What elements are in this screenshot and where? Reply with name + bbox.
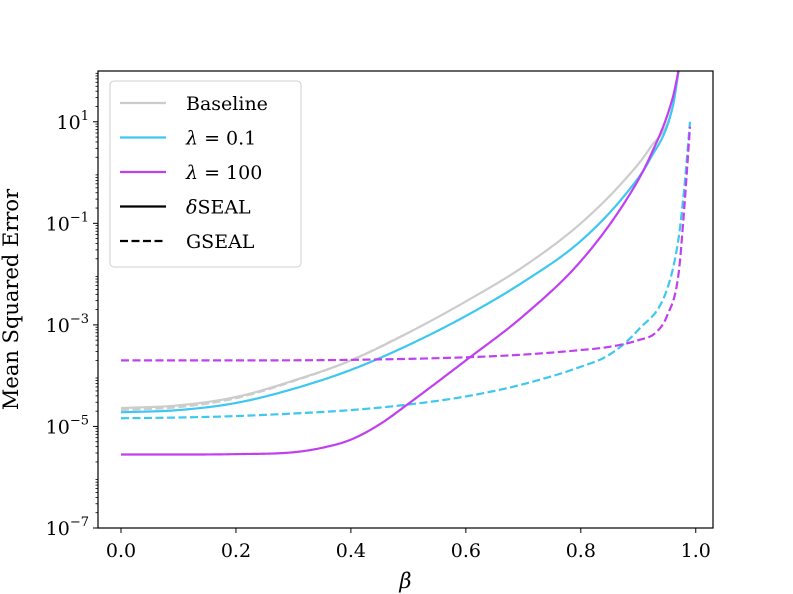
x-tick-label: 0.6 (451, 540, 481, 562)
x-tick-label: 0.8 (566, 540, 596, 562)
legend-label: λ = 0.1 (185, 128, 256, 150)
y-tick-label: 10−1 (46, 210, 89, 235)
y-tick-label: 101 (57, 109, 89, 134)
series-line-baseline-seal (120, 71, 680, 410)
legend-label: λ = 100 (185, 162, 262, 184)
series-line-lambda100-seal (120, 71, 680, 456)
legend-label: GSEAL (186, 231, 255, 253)
y-tick-label: 10−5 (46, 413, 89, 438)
ticks-layer: 0.0 0.2 0.4 0.6 0.8 1.0 10−7 10−5 10−3 10−1 101 (46, 72, 711, 562)
x-tick-label: 0.0 (106, 540, 136, 562)
x-tick-label: 1.0 (681, 540, 711, 562)
series-line-baseline-gseal (120, 331, 409, 412)
x-tick-label: 0.2 (221, 540, 251, 562)
y-tick-label: 10−7 (46, 515, 89, 540)
y-tick-label: 10−3 (46, 312, 89, 337)
legend: Baseline λ = 0.1 λ = 100 δSEAL GSEAL (109, 80, 302, 268)
legend-box (109, 80, 302, 268)
x-axis-label: β (398, 569, 411, 593)
plot-frame (97, 70, 714, 529)
y-axis-label: Mean Squared Error (0, 188, 23, 410)
legend-label: Baseline (186, 93, 268, 115)
x-tick-label: 0.4 (336, 540, 366, 562)
series-layer (120, 71, 692, 456)
series-line-lambda100-gseal (120, 126, 692, 362)
legend-label: δSEAL (186, 197, 251, 219)
series-line-lambda01-gseal (120, 121, 692, 420)
